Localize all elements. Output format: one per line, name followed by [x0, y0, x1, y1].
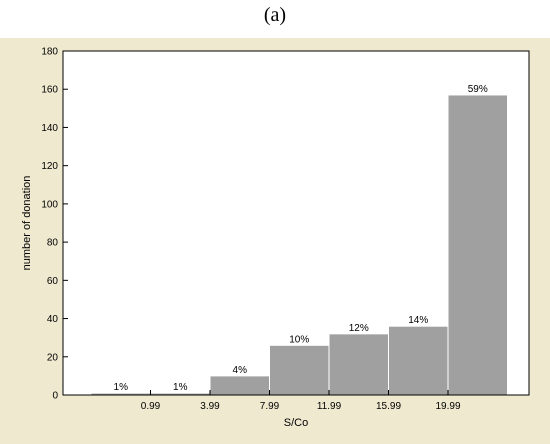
- x-tick-label: 19.99: [435, 401, 460, 412]
- y-tick-label: 140: [41, 123, 58, 134]
- y-tick-label: 20: [47, 352, 59, 363]
- x-tick-label: 3.99: [200, 401, 220, 412]
- plot-frame: [62, 50, 530, 396]
- y-tick-label: 40: [47, 314, 59, 325]
- x-tick-label: 0.99: [141, 401, 161, 412]
- bar-data-label: 1%: [173, 382, 188, 393]
- y-tick-label: 80: [47, 238, 59, 249]
- bar: [388, 325, 449, 396]
- bar-data-label: 4%: [233, 365, 248, 376]
- bar-data-label: 12%: [349, 323, 369, 334]
- bar: [328, 333, 389, 396]
- x-tick-label: 11.99: [317, 401, 342, 412]
- y-tick-label: 180: [41, 47, 58, 58]
- x-axis-ticks: 0.99 3.99 7.99 11.99 15.99 19.99: [141, 390, 461, 412]
- bar-data-label: 1%: [114, 382, 129, 393]
- bar-data-label: 14%: [408, 315, 428, 326]
- x-tick-label: 15.99: [376, 401, 401, 412]
- bar-data-label: 59%: [468, 84, 488, 95]
- bar: [447, 94, 508, 396]
- bar-data-label: 10%: [289, 334, 309, 345]
- bars-group: [90, 94, 508, 396]
- y-axis-title: number of donation: [21, 176, 33, 271]
- x-tick-label: 7.99: [260, 401, 280, 412]
- x-axis-title: S/Co: [284, 417, 308, 429]
- y-tick-label: 100: [41, 199, 58, 210]
- y-axis-ticks: 0 20 40 60 80 100 120 140 160 180: [41, 47, 68, 402]
- bar: [269, 344, 330, 396]
- bar-labels-group: 1% 1% 4% 10% 12% 14% 59%: [114, 84, 488, 393]
- y-tick-label: 160: [41, 85, 58, 96]
- bar: [209, 375, 270, 396]
- y-tick-label: 0: [52, 391, 58, 402]
- y-tick-label: 60: [47, 276, 59, 287]
- panel-label: (a): [263, 4, 287, 26]
- y-tick-label: 120: [41, 161, 58, 172]
